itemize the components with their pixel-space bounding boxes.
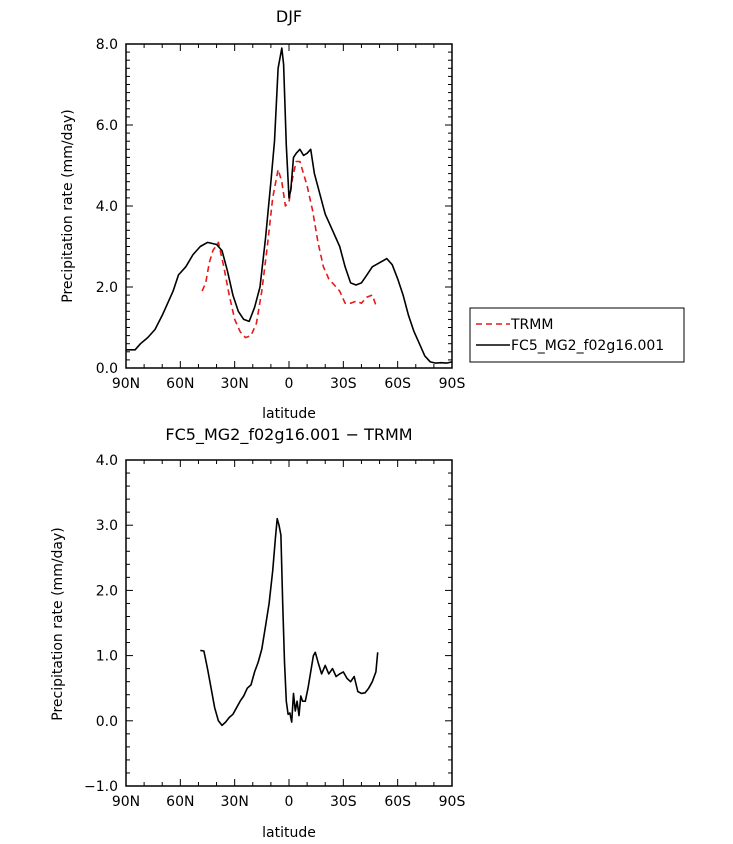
x-tick-label: 90N	[112, 376, 140, 392]
x-axis-label: latitude	[262, 825, 316, 841]
x-tick-label: 60S	[384, 376, 411, 392]
y-tick-label: 3.0	[96, 518, 118, 534]
ticks-layer: 90N 60N 30N 0 30S 60S 90S −1.0 0.0 1.0 2.0 3.0 4.0	[84, 453, 465, 810]
x-tick-label: 30S	[330, 376, 357, 392]
x-tick-label: 90N	[112, 794, 140, 810]
x-tick-label: 60N	[166, 794, 194, 810]
chart-title: FC5_MG2_f02g16.001 − TRMM	[165, 425, 412, 445]
x-tick-label: 90S	[439, 376, 466, 392]
y-axis-label: Precipitation rate (mm/day)	[60, 109, 76, 303]
x-tick-label: 0	[285, 376, 294, 392]
series-layer	[126, 47, 453, 364]
y-tick-label: 2.0	[96, 583, 118, 599]
legend-label-trmm: TRMM	[510, 317, 553, 333]
series-layer	[200, 517, 379, 727]
x-tick-label: 60N	[166, 376, 194, 392]
legend-box	[469, 307, 685, 363]
y-tick-label: 2.0	[96, 280, 118, 296]
y-tick-label: 0.0	[96, 361, 118, 377]
panel-difference: FC5_MG2_f02g16.001 − TRMM 90N 60N 30N 0 30S 6…	[50, 425, 465, 841]
panel-djf: DJF 90N 60N 30N 0 30S 60S 90S 0.0 2.0 4.0 6.0 8.0 l…	[60, 7, 465, 422]
y-tick-label: 4.0	[96, 453, 118, 469]
y-tick-label: 0.0	[96, 714, 118, 730]
y-tick-label: 1.0	[96, 649, 118, 665]
x-tick-label: 90S	[439, 794, 466, 810]
legend-label-fc5: FC5_MG2_f02g16.001	[511, 338, 664, 354]
series-line-trmm	[201, 160, 377, 339]
y-axis-label: Precipitation rate (mm/day)	[50, 527, 66, 721]
x-tick-label: 0	[285, 794, 294, 810]
x-tick-label: 60S	[384, 794, 411, 810]
y-tick-label: 4.0	[96, 199, 118, 215]
x-tick-label: 30N	[221, 794, 249, 810]
legend: TRMM FC5_MG2_f02g16.001	[469, 307, 685, 363]
y-tick-label: 8.0	[96, 37, 118, 53]
series-line-fc5-mg2-f02g16-001	[126, 47, 453, 364]
series-line-fc5-mg2-f02g16-001-trmm	[200, 517, 379, 727]
plot-frame	[125, 43, 453, 369]
plot-frame	[125, 459, 453, 787]
x-tick-label: 30N	[221, 376, 249, 392]
y-tick-label: 6.0	[96, 118, 118, 134]
ticks-layer: 90N 60N 30N 0 30S 60S 90S 0.0 2.0 4.0 6.0 8.0	[96, 37, 466, 392]
chart-title: DJF	[276, 7, 302, 26]
y-tick-label: −1.0	[84, 779, 118, 795]
x-axis-label: latitude	[262, 406, 316, 422]
x-tick-label: 30S	[330, 794, 357, 810]
